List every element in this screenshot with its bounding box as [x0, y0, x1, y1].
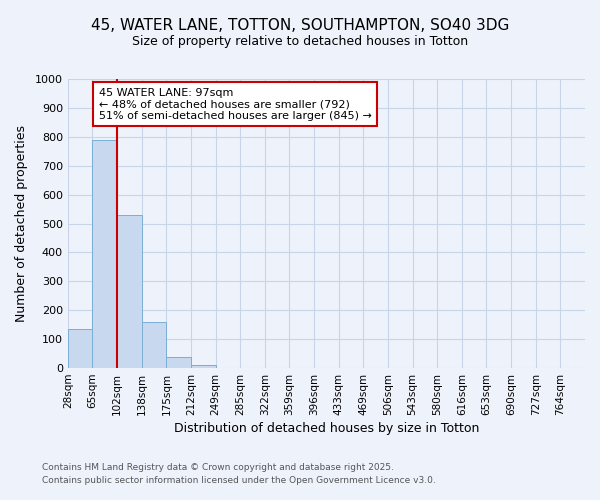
Bar [68, 329, 92, 368]
Bar [117, 215, 142, 368]
Y-axis label: Number of detached properties: Number of detached properties [15, 125, 28, 322]
Bar [92, 140, 117, 368]
Bar [166, 356, 191, 368]
Bar [191, 365, 215, 368]
X-axis label: Distribution of detached houses by size in Totton: Distribution of detached houses by size … [174, 422, 479, 435]
Text: 45 WATER LANE: 97sqm
← 48% of detached houses are smaller (792)
51% of semi-deta: 45 WATER LANE: 97sqm ← 48% of detached h… [99, 88, 372, 121]
Text: 45, WATER LANE, TOTTON, SOUTHAMPTON, SO40 3DG: 45, WATER LANE, TOTTON, SOUTHAMPTON, SO4… [91, 18, 509, 32]
Text: Contains HM Land Registry data © Crown copyright and database right 2025.: Contains HM Land Registry data © Crown c… [42, 464, 394, 472]
Bar [142, 322, 166, 368]
Text: Contains public sector information licensed under the Open Government Licence v3: Contains public sector information licen… [42, 476, 436, 485]
Text: Size of property relative to detached houses in Totton: Size of property relative to detached ho… [132, 35, 468, 48]
